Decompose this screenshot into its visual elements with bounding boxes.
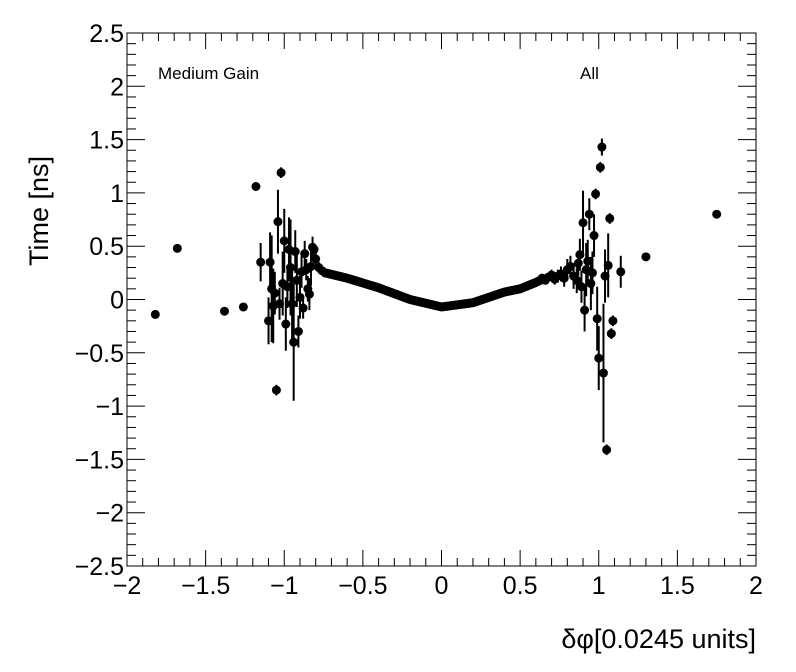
- data-point: [575, 250, 585, 260]
- data-point: [606, 329, 616, 339]
- y-tick-labels: −2.5 −2 −1.5 −1 −0.5 0 0.5 1 1.5 2 2.5: [75, 20, 124, 581]
- x-axis-title: δφ[0.0245 units]: [561, 624, 756, 654]
- x-tick-label: 0: [435, 572, 449, 600]
- data-point: [602, 445, 612, 455]
- data-point: [592, 314, 602, 324]
- data-point: [598, 368, 608, 378]
- y-tick-label: 2.5: [89, 20, 124, 48]
- data-point: [270, 288, 280, 298]
- data-point: [279, 236, 289, 246]
- y-tick-label: 1.5: [89, 127, 124, 155]
- data-point: [264, 316, 274, 326]
- data-point: [265, 257, 275, 267]
- annotation-all: All: [580, 64, 599, 83]
- data-point: [309, 244, 319, 254]
- x-tick-label: −0.5: [338, 572, 387, 600]
- data-point: [616, 267, 626, 277]
- data-point: [576, 282, 586, 292]
- data-point: [559, 273, 569, 283]
- x-tick-label: −2: [113, 572, 142, 600]
- error-bars: [259, 138, 622, 456]
- x-tick-label: 1.5: [660, 572, 695, 600]
- y-tick-label: 2: [110, 73, 124, 101]
- data-point: [295, 292, 305, 302]
- data-points: [150, 142, 722, 455]
- data-point: [289, 337, 299, 347]
- data-point: [219, 306, 229, 316]
- data-point: [273, 217, 283, 227]
- y-tick-label: −0.5: [75, 340, 124, 368]
- y-tick-label: 1: [110, 180, 124, 208]
- x-tick-labels: −2 −1.5 −1 −0.5 0 0.5 1 1.5 2: [113, 572, 763, 600]
- y-tick-label: −2: [95, 500, 124, 528]
- data-point: [238, 302, 248, 312]
- data-point: [584, 209, 594, 219]
- annotation-gain: Medium Gain: [158, 64, 259, 83]
- data-point: [290, 247, 300, 257]
- data-point: [608, 316, 618, 326]
- data-point: [712, 209, 722, 219]
- data-point: [251, 182, 261, 192]
- data-point: [587, 268, 597, 278]
- data-point: [595, 162, 605, 172]
- data-point: [276, 168, 286, 178]
- data-point: [271, 385, 281, 395]
- data-point: [605, 213, 615, 223]
- x-tick-label: 2: [749, 572, 763, 600]
- data-point: [586, 279, 596, 289]
- x-tick-label: −1.5: [181, 572, 230, 600]
- data-point: [293, 326, 303, 336]
- data-point: [256, 257, 266, 267]
- data-point: [275, 299, 285, 309]
- x-tick-label: 0.5: [503, 572, 538, 600]
- data-point: [311, 254, 321, 264]
- data-point: [565, 261, 575, 271]
- data-point: [597, 142, 607, 152]
- y-tick-label: 0.5: [89, 233, 124, 261]
- data-point: [600, 271, 610, 281]
- data-point: [300, 249, 310, 259]
- plot-frame: [126, 32, 757, 567]
- x-tick-label: 1: [592, 572, 606, 600]
- data-point: [292, 275, 302, 285]
- data-point: [603, 260, 613, 270]
- data-point: [591, 189, 601, 199]
- data-point: [578, 218, 588, 228]
- data-point: [281, 319, 291, 329]
- y-tick-label: −2.5: [75, 553, 124, 581]
- data-point: [589, 231, 599, 241]
- y-axis-title: Time [ns]: [24, 156, 54, 266]
- y-tick-label: 0: [110, 287, 124, 315]
- data-point: [306, 261, 316, 271]
- data-point: [573, 258, 583, 268]
- data-point: [304, 289, 314, 299]
- data-point: [572, 275, 582, 285]
- x-tick-label: −1: [270, 572, 299, 600]
- data-point: [594, 353, 604, 363]
- band-point: [537, 274, 547, 284]
- data-point: [150, 309, 160, 319]
- data-point: [287, 299, 297, 309]
- y-tick-label: −1: [95, 393, 124, 421]
- data-point: [580, 305, 590, 315]
- data-point: [286, 263, 296, 273]
- data-point: [641, 252, 651, 262]
- data-point: [282, 282, 292, 292]
- y-tick-label: −1.5: [75, 446, 124, 474]
- data-point: [172, 243, 182, 253]
- data-point: [298, 303, 308, 313]
- data-point: [583, 256, 593, 266]
- axis-ticks: [126, 32, 757, 567]
